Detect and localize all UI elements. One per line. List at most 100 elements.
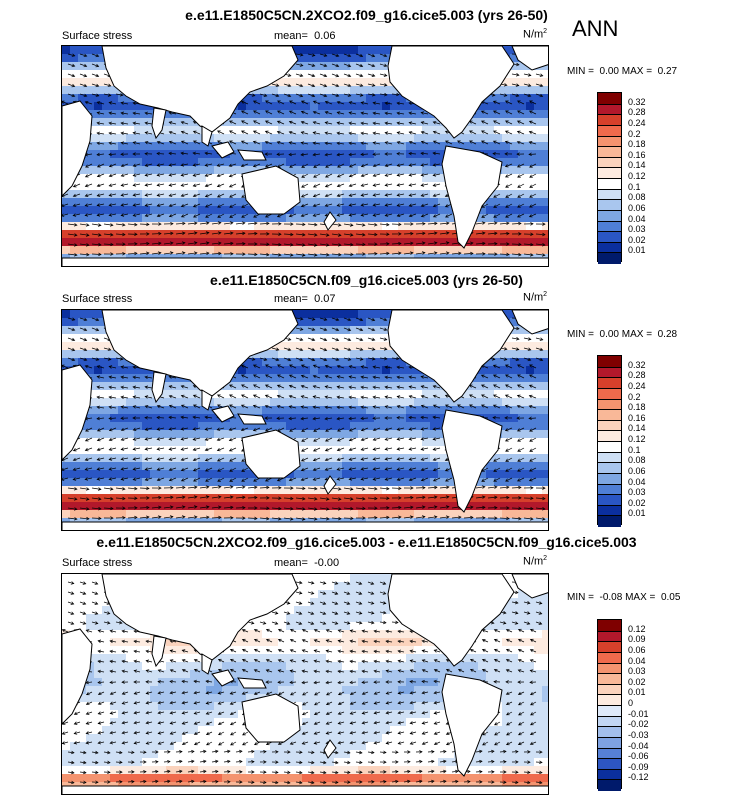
colorbar-tick-label: 0.12 <box>628 171 646 181</box>
colorbar-swatch <box>598 387 621 400</box>
colorbar-tick-label: -0.01 <box>628 708 649 719</box>
panel-2-mean-label: mean= <box>274 293 308 305</box>
season-label: ANN <box>572 16 619 41</box>
colorbar-swatch <box>598 356 621 367</box>
colorbar-swatch <box>598 366 621 379</box>
surface-stress-field <box>62 310 548 530</box>
colorbar-swatch <box>598 430 621 442</box>
colorbar-tick-label: -0.02 <box>628 719 649 730</box>
colorbar-tick-label: 0.01 <box>628 245 646 256</box>
colorbar-tick-label: 0.24 <box>628 380 646 391</box>
colorbar-tick-label: 0.18 <box>628 139 646 150</box>
colorbar-swatch <box>598 705 621 717</box>
panel-1-units: N/m2 <box>523 28 547 41</box>
colorbar-tick-label: 0.16 <box>628 149 646 160</box>
colorbar-tick-label: 0.28 <box>628 370 646 381</box>
panel-1-map <box>61 45 549 267</box>
colorbar-swatch <box>598 779 621 791</box>
colorbar-swatch <box>598 462 621 474</box>
colorbar-swatch <box>598 662 621 675</box>
colorbar-swatch <box>598 199 621 211</box>
colorbar-swatch <box>598 694 621 706</box>
panel-2-map <box>61 309 549 531</box>
panel-3-units-text: N/m <box>523 555 544 568</box>
colorbar-tick-label: 0.32 <box>628 359 646 370</box>
colorbar-tick-label: -0.04 <box>628 740 649 751</box>
colorbar-tick-label: 0.18 <box>628 402 646 413</box>
colorbar-tick-label: 0.32 <box>628 96 646 107</box>
panel-1-mean: mean= 0.06 <box>274 30 336 42</box>
colorbar-swatch <box>598 620 621 631</box>
panel-1-colorbar <box>597 92 622 264</box>
panel-1-units-text: N/m <box>523 28 544 41</box>
panel-2-min-value: 0.00 <box>599 329 619 340</box>
colorbar-tick-label: 0.01 <box>628 687 646 698</box>
colorbar-swatch <box>598 419 621 432</box>
panel-1-minmax: MIN = 0.00 MAX = 0.27 <box>567 66 677 77</box>
panel-2-variable: Surface stress <box>62 293 133 305</box>
colorbar-tick-label: -0.03 <box>628 729 649 740</box>
colorbar-tick-label: 0.03 <box>628 666 646 677</box>
surface-stress-field <box>62 46 548 266</box>
colorbar-swatch <box>598 683 621 696</box>
panel-3-units: N/m2 <box>523 555 547 568</box>
colorbar-tick-label: 0.04 <box>628 213 646 224</box>
colorbar-swatch <box>598 715 621 728</box>
panel-3-units-sup: 2 <box>543 555 548 562</box>
colorbar-swatch <box>598 726 621 738</box>
panel-1-variable: Surface stress <box>62 30 133 42</box>
panel-2-max-label: MAX = <box>621 329 653 340</box>
colorbar-tick-label: 0.16 <box>628 412 646 423</box>
panel-3-max-value: 0.05 <box>660 592 681 603</box>
colorbar-swatch <box>598 736 621 749</box>
panel-2-title: e.e11.E1850C5CN.f09_g16.cice5.003 (yrs 2… <box>210 272 523 288</box>
colorbar-swatch <box>598 124 621 137</box>
panel-1-max-label: MAX = <box>621 66 653 77</box>
panel-1-min-value: 0.00 <box>599 66 619 77</box>
panel-3-variable: Surface stress <box>62 557 133 569</box>
colorbar-tick-label: -0.09 <box>628 761 649 772</box>
panel-3-min-value: -0.08 <box>599 592 623 603</box>
colorbar-tick-label: 0.14 <box>628 160 646 171</box>
colorbar-swatch <box>598 673 621 685</box>
colorbar-swatch <box>598 504 621 517</box>
colorbar-swatch <box>598 483 621 496</box>
panel-2-units-sup: 2 <box>543 291 548 298</box>
panel-3-min-label: MIN = <box>567 592 594 603</box>
panel-1-units-sup: 2 <box>543 28 548 35</box>
colorbar-swatch <box>598 494 621 506</box>
colorbar-swatch <box>598 114 621 126</box>
panel-2-min-label: MIN = <box>567 329 594 340</box>
colorbar-tick-label: 0.2 <box>628 128 641 139</box>
colorbar-swatch <box>598 441 621 453</box>
colorbar-tick-label: 0.2 <box>628 391 641 402</box>
colorbar-swatch <box>598 167 621 179</box>
colorbar-swatch <box>598 135 621 148</box>
colorbar-swatch <box>598 747 621 760</box>
panel-3-title: e.e11.E1850C5CN.2XCO2.f09_g16.cice5.003 … <box>96 534 637 550</box>
colorbar-swatch <box>598 398 621 411</box>
panel-2-units-text: N/m <box>523 291 544 304</box>
colorbar-tick-label: 0.04 <box>628 655 646 666</box>
colorbar-swatch <box>598 409 621 421</box>
panel-2-max-value: 0.28 <box>657 329 678 340</box>
colorbar-tick-label: 0.28 <box>628 107 646 118</box>
colorbar-swatch <box>598 641 621 653</box>
colorbar-swatch <box>598 156 621 169</box>
colorbar-tick-label: 0.08 <box>628 455 646 466</box>
colorbar-swatch <box>598 241 621 254</box>
colorbar-tick-label: 0.06 <box>628 202 646 213</box>
colorbar-tick-label: 0 <box>628 698 634 708</box>
colorbar-swatch <box>598 188 621 201</box>
colorbar-tick-label: 0.12 <box>628 623 646 634</box>
colorbar-tick-label: 0.24 <box>628 117 646 128</box>
colorbar-tick-label: 0.03 <box>628 224 646 235</box>
colorbar-swatch <box>598 252 621 264</box>
panel-2-units: N/m2 <box>523 291 547 304</box>
colorbar-swatch <box>598 178 621 190</box>
panel-2-minmax: MIN = 0.00 MAX = 0.28 <box>567 329 677 340</box>
colorbar-swatch <box>598 451 621 464</box>
colorbar-swatch <box>598 758 621 770</box>
colorbar-tick-label: 0.09 <box>628 634 646 645</box>
colorbar-tick-label: 0.06 <box>628 465 646 476</box>
